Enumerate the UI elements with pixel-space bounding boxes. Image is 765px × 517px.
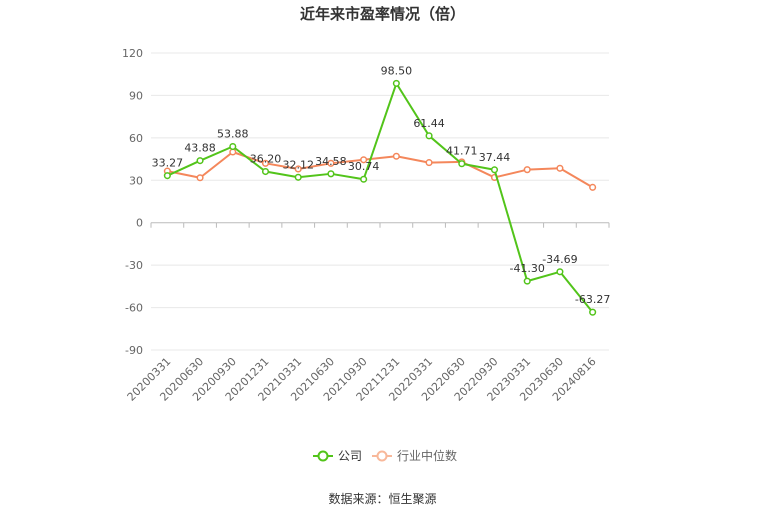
grid-lines	[151, 52, 609, 351]
company-line	[166, 82, 594, 313]
legend-marker-company	[317, 450, 329, 462]
industry-median-line	[167, 151, 594, 189]
industry-median-point[interactable]	[556, 164, 564, 172]
company-data-label: -63.27	[575, 293, 610, 306]
industry-median-point[interactable]	[392, 152, 400, 160]
company-data-label: 36.20	[250, 153, 282, 166]
company-point[interactable]	[458, 160, 466, 168]
industry-median-point[interactable]	[196, 174, 204, 182]
company-point[interactable]	[327, 170, 335, 178]
company-data-label: -34.69	[542, 253, 577, 266]
x-axis-ticks: 2020033120200630202009302020123120210331…	[125, 355, 599, 404]
company-data-label: 33.27	[152, 157, 184, 170]
company-point[interactable]	[556, 268, 564, 276]
company-point[interactable]	[392, 79, 400, 87]
series-company	[163, 79, 597, 316]
company-point[interactable]	[261, 167, 270, 176]
company-data-label: 37.44	[479, 151, 511, 164]
series-industry-median	[163, 148, 597, 191]
y-tick-label: 60	[129, 132, 143, 145]
legend-marker-industry	[376, 450, 388, 462]
company-point[interactable]	[196, 157, 204, 165]
company-point[interactable]	[163, 172, 171, 180]
y-tick-label: -90	[125, 344, 143, 357]
company-point[interactable]	[523, 277, 531, 285]
industry-median-point[interactable]	[261, 159, 270, 167]
company-data-label: 41.71	[446, 145, 478, 158]
legend-label-company: 公司	[338, 449, 362, 463]
y-tick-label: 30	[129, 174, 143, 187]
company-point[interactable]	[294, 173, 302, 181]
company-data-label: 43.88	[184, 142, 216, 155]
legend-item-company[interactable]: 公司	[313, 449, 362, 463]
chart-title: 近年来市盈率情况（倍）	[300, 5, 465, 23]
industry-median-point[interactable]	[327, 159, 335, 167]
company-data-label: 32.12	[282, 158, 314, 171]
company-point[interactable]	[490, 166, 499, 174]
company-data-label: 61.44	[413, 117, 445, 130]
company-data-label: 34.58	[315, 155, 347, 168]
industry-median-point[interactable]	[523, 166, 531, 174]
data-source: 数据来源：恒生聚源	[328, 491, 436, 506]
industry-median-point[interactable]	[589, 183, 597, 191]
legend-label-industry: 行业中位数	[397, 448, 457, 463]
company-point[interactable]	[229, 142, 237, 151]
company-point[interactable]	[360, 175, 368, 183]
industry-median-point[interactable]	[425, 159, 433, 167]
y-tick-label: -30	[125, 259, 143, 272]
company-data-label: 30.74	[348, 160, 380, 173]
y-tick-label: 0	[136, 217, 143, 230]
company-point[interactable]	[425, 132, 433, 140]
x-axis	[150, 222, 610, 228]
legend: 公司 行业中位数	[313, 448, 457, 463]
industry-median-point[interactable]	[360, 156, 368, 164]
company-point[interactable]	[589, 308, 597, 316]
y-tick-label: 120	[122, 47, 143, 60]
company-data-label: 53.88	[217, 128, 249, 141]
y-tick-label: 90	[129, 89, 143, 102]
company-data-label: -41.30	[509, 262, 544, 275]
industry-median-point[interactable]	[294, 165, 302, 173]
y-axis-ticks: 120 90 60 30 0 -30 -60 -90	[122, 47, 143, 357]
legend-item-industry[interactable]: 行业中位数	[372, 448, 457, 463]
y-tick-label: -60	[125, 302, 143, 315]
company-data-label: 98.50	[381, 64, 413, 77]
